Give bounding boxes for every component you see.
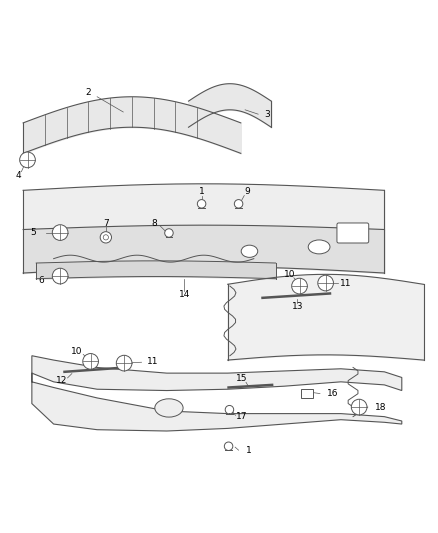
Circle shape: [116, 356, 132, 371]
Circle shape: [52, 268, 68, 284]
Circle shape: [198, 199, 206, 208]
Circle shape: [234, 199, 243, 208]
Circle shape: [224, 442, 233, 450]
Polygon shape: [32, 356, 402, 431]
Text: 13: 13: [292, 302, 303, 311]
FancyBboxPatch shape: [337, 223, 369, 243]
Text: 14: 14: [179, 290, 190, 299]
Ellipse shape: [308, 240, 330, 254]
Text: 2: 2: [85, 88, 91, 97]
Text: 10: 10: [284, 270, 295, 279]
Text: 10: 10: [71, 347, 82, 356]
Text: 11: 11: [147, 357, 159, 366]
Circle shape: [20, 152, 35, 168]
Text: 17: 17: [236, 412, 247, 421]
Text: 5: 5: [30, 228, 35, 237]
Ellipse shape: [241, 245, 258, 257]
Text: 12: 12: [56, 376, 67, 385]
Text: 18: 18: [375, 402, 387, 411]
Circle shape: [351, 399, 367, 415]
Circle shape: [318, 275, 333, 291]
Circle shape: [52, 225, 68, 240]
Text: 9: 9: [244, 187, 250, 196]
Circle shape: [100, 232, 112, 243]
Ellipse shape: [155, 399, 183, 417]
Bar: [301, 389, 313, 398]
Text: 6: 6: [39, 276, 44, 285]
Circle shape: [103, 235, 109, 240]
Text: 3: 3: [264, 110, 270, 119]
Circle shape: [83, 353, 99, 369]
Text: 8: 8: [152, 220, 158, 228]
Text: 11: 11: [340, 279, 352, 287]
Text: 4: 4: [16, 171, 21, 180]
Text: 15: 15: [236, 374, 247, 383]
Circle shape: [225, 406, 234, 414]
Text: 1: 1: [199, 187, 205, 196]
Text: 16: 16: [327, 389, 339, 398]
Text: 1: 1: [246, 446, 251, 455]
Circle shape: [292, 278, 307, 294]
Circle shape: [165, 229, 173, 237]
Text: 7: 7: [103, 220, 109, 228]
